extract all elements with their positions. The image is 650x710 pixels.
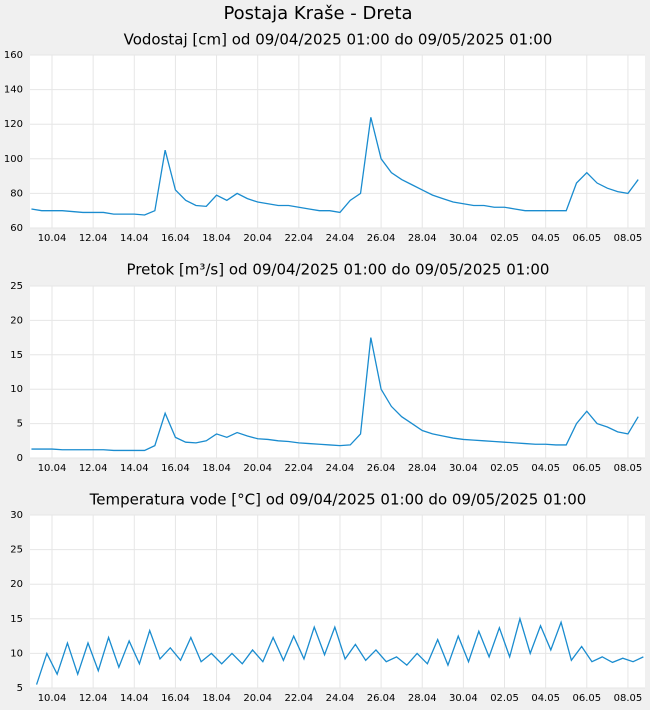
y-tick-label: 120 <box>4 119 23 130</box>
y-tick-label: 0 <box>17 453 23 464</box>
x-tick-label: 30.04 <box>449 693 478 704</box>
x-tick-label: 30.04 <box>449 233 478 244</box>
plot-area <box>30 286 645 458</box>
chart-title: Temperatura vode [°C] od 09/04/2025 01:0… <box>89 491 587 509</box>
x-tick-label: 22.04 <box>285 463 314 474</box>
x-tick-label: 16.04 <box>161 693 190 704</box>
y-tick-label: 15 <box>10 614 23 625</box>
plot-area <box>30 55 645 228</box>
x-tick-label: 02.05 <box>490 693 519 704</box>
x-tick-label: 20.04 <box>243 233 272 244</box>
data-line <box>35 616 644 685</box>
x-tick-label: 26.04 <box>367 463 396 474</box>
x-tick-label: 08.05 <box>614 463 643 474</box>
x-tick-label: 06.05 <box>572 693 601 704</box>
x-tick-label: 16.04 <box>161 233 190 244</box>
y-tick-label: 25 <box>10 281 23 292</box>
chart-title: Vodostaj [cm] od 09/04/2025 01:00 do 09/… <box>124 31 553 49</box>
x-tick-label: 08.05 <box>614 233 643 244</box>
y-tick-label: 20 <box>10 315 23 326</box>
y-tick-label: 140 <box>4 85 23 96</box>
plot-area <box>30 515 645 688</box>
x-tick-label: 04.05 <box>531 233 560 244</box>
x-tick-label: 02.05 <box>490 463 519 474</box>
y-tick-label: 160 <box>4 50 23 61</box>
x-tick-label: 20.04 <box>243 463 272 474</box>
x-tick-label: 10.04 <box>38 693 67 704</box>
y-tick-label: 30 <box>10 510 23 521</box>
x-tick-label: 10.04 <box>38 463 67 474</box>
x-tick-label: 18.04 <box>202 693 231 704</box>
x-tick-label: 06.05 <box>572 463 601 474</box>
x-tick-label: 14.04 <box>120 693 149 704</box>
x-tick-label: 18.04 <box>202 233 231 244</box>
x-tick-label: 12.04 <box>79 463 108 474</box>
y-tick-label: 10 <box>10 384 23 395</box>
x-tick-label: 24.04 <box>326 233 355 244</box>
x-tick-label: 22.04 <box>285 693 314 704</box>
x-tick-label: 12.04 <box>79 693 108 704</box>
x-tick-label: 28.04 <box>408 233 437 244</box>
x-tick-label: 02.05 <box>490 233 519 244</box>
page-title: Postaja Kraše - Dreta <box>223 3 412 24</box>
x-tick-label: 18.04 <box>202 463 231 474</box>
x-tick-label: 04.05 <box>531 693 560 704</box>
y-tick-label: 15 <box>10 350 23 361</box>
x-tick-label: 26.04 <box>367 693 396 704</box>
x-tick-label: 04.05 <box>531 463 560 474</box>
chart-title: Pretok [m³/s] od 09/04/2025 01:00 do 09/… <box>127 261 550 279</box>
x-tick-label: 08.05 <box>614 693 643 704</box>
x-tick-label: 24.04 <box>326 463 355 474</box>
x-tick-label: 28.04 <box>408 693 437 704</box>
x-tick-label: 16.04 <box>161 463 190 474</box>
x-tick-label: 22.04 <box>285 233 314 244</box>
y-tick-label: 100 <box>4 154 23 165</box>
y-tick-label: 5 <box>17 683 23 694</box>
y-tick-label: 60 <box>10 223 23 234</box>
x-tick-label: 24.04 <box>326 693 355 704</box>
y-tick-label: 5 <box>17 419 23 430</box>
x-tick-label: 28.04 <box>408 463 437 474</box>
x-tick-label: 30.04 <box>449 463 478 474</box>
y-tick-label: 25 <box>10 545 23 556</box>
x-tick-label: 06.05 <box>572 233 601 244</box>
x-tick-label: 12.04 <box>79 233 108 244</box>
y-tick-label: 10 <box>10 648 23 659</box>
x-tick-label: 26.04 <box>367 233 396 244</box>
x-tick-label: 20.04 <box>243 693 272 704</box>
x-tick-label: 14.04 <box>120 463 149 474</box>
y-tick-label: 80 <box>10 188 23 199</box>
x-tick-label: 14.04 <box>120 233 149 244</box>
data-line <box>31 337 639 452</box>
x-tick-label: 10.04 <box>38 233 67 244</box>
y-tick-label: 20 <box>10 579 23 590</box>
data-line <box>31 117 639 216</box>
